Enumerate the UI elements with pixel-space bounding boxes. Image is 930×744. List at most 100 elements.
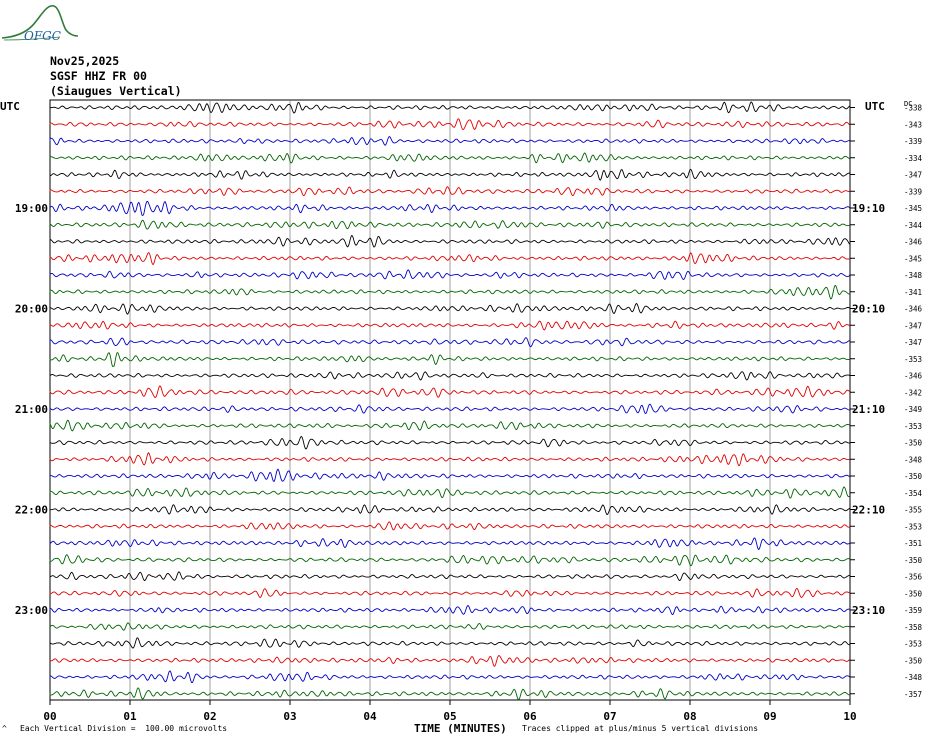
clipping-note: Traces clipped at plus/minus 5 vertical …	[522, 724, 759, 733]
trace-5	[49, 168, 851, 181]
x-tick-label-01: 01	[123, 710, 137, 723]
trace-19	[49, 403, 851, 414]
trace-12	[49, 284, 851, 300]
trace-33	[49, 637, 851, 649]
ofgc-logo-graphic: OFGC	[1, 5, 79, 43]
dc-offset-11: -348	[904, 271, 923, 280]
x-tick-label-03: 03	[283, 710, 296, 723]
trace-23	[49, 468, 851, 483]
trace-9	[49, 235, 851, 248]
hour-label-left-2100: 21:00	[15, 403, 48, 416]
dc-offset-2: -343	[904, 120, 922, 129]
x-tick-label-08: 08	[683, 710, 696, 723]
dc-offset-7: -345	[904, 204, 922, 213]
logo-text: OFGC	[24, 29, 61, 43]
dc-offset-5: -347	[904, 171, 922, 180]
trace-4	[49, 152, 851, 164]
dc-offset-29: -356	[904, 573, 923, 582]
trace-17	[49, 371, 851, 381]
trace-16	[49, 351, 851, 367]
trace-18	[49, 385, 851, 398]
trace-11	[49, 269, 851, 281]
trace-25	[49, 504, 851, 515]
x-tick-label-00: 00	[43, 710, 56, 723]
dc-offset-16: -353	[904, 355, 922, 364]
dc-offset-26: -353	[904, 522, 922, 531]
trace-21	[49, 435, 851, 450]
trace-30	[49, 588, 851, 598]
dc-offset-6: -339	[904, 187, 922, 196]
trace-29	[49, 571, 851, 582]
trace-34	[49, 654, 851, 667]
hour-label-right-2310: 23:10	[852, 604, 885, 617]
dc-offset-21: -350	[904, 439, 923, 448]
x-tick-label-07: 07	[603, 710, 616, 723]
x-tick-label-06: 06	[523, 710, 537, 723]
dc-offset-27: -351	[904, 539, 922, 548]
dc-offset-15: -347	[904, 338, 922, 347]
dc-offset-9: -346	[904, 238, 923, 247]
dc-offset-35: -348	[904, 673, 923, 682]
dc-offset-20: -353	[904, 422, 922, 431]
station-location: (Siaugues Vertical)	[50, 84, 182, 98]
x-tick-label-02: 02	[203, 710, 216, 723]
dc-offset-19: -349	[904, 405, 922, 414]
hour-label-right-1910: 19:10	[852, 202, 885, 215]
dc-offset-14: -347	[904, 321, 922, 330]
x-axis-title: TIME (MINUTES)	[414, 722, 507, 735]
trace-36	[49, 687, 851, 701]
dc-offset-1: -338	[904, 104, 923, 113]
x-tick-label-09: 09	[763, 710, 776, 723]
trace-26	[49, 521, 851, 531]
right-utc-label: UTC	[865, 100, 885, 113]
trace-13	[49, 302, 851, 315]
dc-offset-13: -346	[904, 305, 923, 314]
dc-offset-12: -341	[904, 288, 922, 297]
trace-3	[49, 136, 851, 146]
hour-label-right-2210: 22:10	[852, 504, 885, 517]
record-date: Nov25,2025	[50, 54, 120, 68]
trace-1	[49, 101, 851, 114]
trace-27	[49, 537, 851, 551]
dc-offset-34: -350	[904, 656, 923, 665]
dc-offset-10: -345	[904, 254, 922, 263]
trace-22	[49, 452, 851, 467]
hour-label-left-2300: 23:00	[15, 604, 48, 617]
hour-label-left-2200: 22:00	[15, 504, 48, 517]
hour-label-right-2110: 21:10	[852, 403, 885, 416]
hour-label-left-1900: 19:00	[15, 202, 48, 215]
trace-24	[49, 486, 851, 499]
trace-20	[49, 419, 851, 432]
x-tick-label-05: 05	[443, 710, 456, 723]
dc-offset-4: -334	[904, 154, 923, 163]
x-tick-label-04: 04	[363, 710, 377, 723]
trace-14	[49, 320, 851, 331]
dc-offset-24: -354	[904, 489, 923, 498]
dc-offset-36: -357	[904, 690, 922, 699]
trace-6	[49, 186, 851, 197]
trace-7	[49, 200, 851, 217]
trace-31	[49, 605, 851, 616]
trace-15	[49, 337, 851, 348]
dc-offset-28: -350	[904, 556, 923, 565]
left-utc-label: UTC	[0, 100, 20, 113]
trace-28	[49, 554, 851, 567]
dc-offset-17: -346	[904, 372, 923, 381]
vertical-division-note: Each Vertical Division = 100.00 microvol…	[20, 724, 228, 733]
ofgc-logo: OFGC	[0, 0, 80, 50]
dc-offset-32: -358	[904, 623, 923, 632]
trace-2	[49, 118, 851, 131]
dc-offset-25: -355	[904, 506, 922, 515]
dc-offset-3: -339	[904, 137, 922, 146]
dc-offset-31: -359	[904, 606, 922, 615]
dc-label: DC	[904, 100, 912, 108]
hour-label-left-2000: 20:00	[15, 303, 48, 316]
x-tick-label-10: 10	[843, 710, 856, 723]
dc-offset-23: -350	[904, 472, 923, 481]
trace-10	[49, 252, 851, 266]
dc-offset-33: -353	[904, 640, 922, 649]
dc-offset-18: -342	[904, 388, 922, 397]
trace-35	[49, 670, 851, 684]
dc-offset-22: -348	[904, 455, 923, 464]
